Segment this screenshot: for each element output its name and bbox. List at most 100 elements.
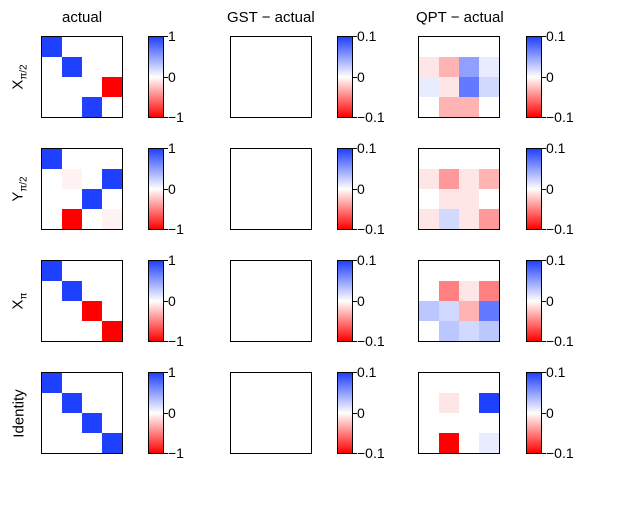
colorbar-tick: [353, 372, 357, 373]
matrix-cell: [459, 57, 479, 77]
colorbar-tick: [542, 260, 546, 261]
matrix-cell: [251, 189, 271, 209]
colorbar-tick: [164, 372, 168, 373]
matrix-cell: [251, 433, 271, 453]
colorbar: [148, 372, 164, 454]
matrix-heatmap: [230, 372, 312, 454]
matrix-cell: [82, 281, 102, 301]
matrix-cell: [62, 281, 82, 301]
matrix-cell: [231, 77, 251, 97]
matrix-cell: [82, 413, 102, 433]
row-label-main: X: [9, 79, 27, 90]
matrix-cell: [459, 301, 479, 321]
matrix-heatmap: [230, 260, 312, 342]
matrix-cell: [62, 209, 82, 229]
colorbar-tick-label: 0: [546, 181, 554, 197]
matrix-cell: [459, 373, 479, 393]
colorbar-tick-label: 1: [168, 140, 176, 156]
matrix-cell: [479, 301, 499, 321]
colorbar-tick: [542, 189, 546, 190]
matrix-cell: [42, 169, 62, 189]
matrix-cell: [42, 149, 62, 169]
matrix-cell: [271, 77, 291, 97]
colorbar-tick-label: −0.1: [546, 221, 574, 237]
colorbar-tick: [542, 36, 546, 37]
matrix-cell: [231, 169, 251, 189]
matrix-cell: [271, 57, 291, 77]
colorbar-tick-label: 0.1: [357, 140, 377, 156]
colorbar: [526, 260, 542, 342]
colorbar-tick: [542, 148, 546, 149]
matrix-cell: [102, 301, 122, 321]
matrix-cell: [271, 261, 291, 281]
colorbar-tick-label: −0.1: [546, 333, 574, 349]
matrix-cell: [251, 393, 271, 413]
matrix-heatmap: [418, 260, 500, 342]
row-label-subscript: π/2: [18, 176, 30, 192]
colorbar-tick: [353, 77, 357, 78]
matrix-cell: [251, 169, 271, 189]
matrix-heatmap: [418, 148, 500, 230]
matrix-cell: [62, 373, 82, 393]
matrix-cell: [102, 373, 122, 393]
matrix-cell: [271, 373, 291, 393]
matrix-cell: [459, 413, 479, 433]
matrix-heatmap: [41, 148, 123, 230]
colorbar-tick: [353, 260, 357, 261]
matrix-cell: [82, 321, 102, 341]
matrix-cell: [102, 149, 122, 169]
matrix-cell: [479, 373, 499, 393]
colorbar-tick-label: 0: [357, 293, 365, 309]
matrix-cell: [251, 57, 271, 77]
colorbar: [337, 36, 353, 118]
matrix-cell: [102, 393, 122, 413]
matrix-cell: [231, 37, 251, 57]
colorbar-tick: [353, 301, 357, 302]
colorbar-tick: [353, 117, 357, 118]
matrix-cell: [62, 149, 82, 169]
matrix-cell: [439, 433, 459, 453]
matrix-cell: [479, 57, 499, 77]
colorbar-tick: [164, 260, 168, 261]
colorbar-tick-label: −0.1: [357, 109, 385, 125]
matrix-cell: [271, 149, 291, 169]
colorbar: [337, 260, 353, 342]
matrix-cell: [251, 37, 271, 57]
column-title: QPT − actual: [416, 9, 504, 26]
matrix-cell: [439, 301, 459, 321]
matrix-cell: [291, 169, 311, 189]
row-label-subscript: π/2: [18, 64, 30, 80]
matrix-heatmap: [41, 36, 123, 118]
row-label-main: Y: [9, 191, 27, 202]
matrix-cell: [439, 77, 459, 97]
matrix-cell: [291, 413, 311, 433]
matrix-cell: [42, 37, 62, 57]
matrix-cell: [419, 281, 439, 301]
matrix-cell: [479, 433, 499, 453]
matrix-cell: [291, 77, 311, 97]
matrix-cell: [231, 373, 251, 393]
matrix-cell: [271, 413, 291, 433]
matrix-cell: [419, 393, 439, 413]
matrix-cell: [42, 77, 62, 97]
matrix-cell: [291, 57, 311, 77]
colorbar-tick-label: 1: [168, 252, 176, 268]
matrix-cell: [82, 57, 102, 77]
matrix-cell: [439, 149, 459, 169]
colorbar-tick: [164, 453, 168, 454]
matrix-cell: [459, 37, 479, 57]
colorbar-tick-label: 0.1: [546, 28, 566, 44]
matrix-cell: [291, 149, 311, 169]
matrix-cell: [102, 261, 122, 281]
colorbar-tick-label: 0: [357, 181, 365, 197]
matrix-cell: [251, 209, 271, 229]
row-label: Xπ/2: [9, 64, 29, 89]
matrix-cell: [251, 321, 271, 341]
matrix-cell: [439, 169, 459, 189]
matrix-cell: [291, 97, 311, 117]
matrix-cell: [82, 209, 102, 229]
matrix-cell: [459, 209, 479, 229]
colorbar-tick-label: 0.1: [546, 364, 566, 380]
colorbar-tick-label: 0: [546, 293, 554, 309]
